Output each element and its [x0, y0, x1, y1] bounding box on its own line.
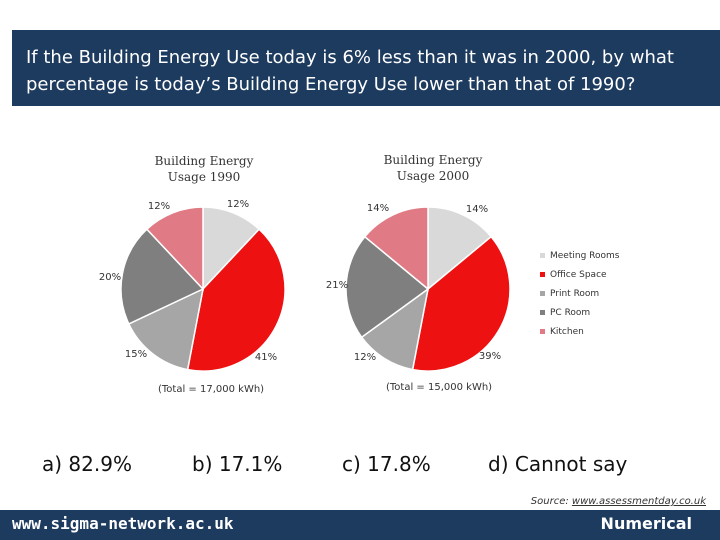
- legend-item-kitchen: Kitchen: [540, 322, 619, 341]
- pie-1990-label-kitchen: 12%: [148, 201, 170, 212]
- pie-2000-slice-print-room: [360, 287, 430, 371]
- pie-1990-slice-print-room: [127, 287, 205, 371]
- pie-1990-label-office-space: 41%: [255, 352, 277, 363]
- pie-2000-slice-kitchen: [363, 206, 429, 291]
- footer-topic: Numerical: [600, 514, 692, 533]
- chart-1990-title-line1: Building Energy: [154, 154, 254, 168]
- answer-option-d[interactable]: d) Cannot say: [488, 452, 628, 476]
- chart-2000-title-line1: Building Energy: [383, 153, 483, 167]
- legend-label: Print Room: [550, 288, 600, 299]
- question-line-1: If the Building Energy Use today is 6% l…: [26, 47, 674, 68]
- pie-1990-label-meeting-rooms: 12%: [227, 199, 249, 210]
- chart-2000-title: Building Energy Usage 2000: [363, 152, 503, 184]
- legend-swatch: [540, 253, 545, 258]
- pie-2000-label-kitchen: 14%: [367, 203, 389, 214]
- chart-1990-title: Building Energy Usage 1990: [134, 153, 274, 185]
- pie-2000-label-pc-room: 21%: [326, 280, 348, 291]
- answer-option-a[interactable]: a) 82.9%: [42, 452, 132, 476]
- footer-website[interactable]: www.sigma-network.ac.uk: [12, 514, 234, 533]
- legend-item-print-room: Print Room: [540, 284, 619, 303]
- legend-label: Meeting Rooms: [550, 250, 620, 261]
- footer-bar: www.sigma-network.ac.uk Numerical: [0, 510, 720, 540]
- chart-2000-title-line2: Usage 2000: [396, 169, 470, 183]
- chart-1990-total: (Total = 17,000 kWh): [158, 384, 265, 395]
- pie-2000-label-office-space: 39%: [479, 351, 501, 362]
- source-link[interactable]: www.assessmentday.co.uk: [571, 496, 706, 507]
- legend-item-pc-room: PC Room: [540, 303, 619, 322]
- pie-1990-slice-pc-room: [120, 228, 205, 325]
- legend-label: PC Room: [550, 307, 591, 318]
- source-prefix: Source:: [530, 496, 572, 507]
- source-credit: Source: www.assessmentday.co.uk: [531, 496, 706, 507]
- legend-swatch: [540, 329, 545, 334]
- pie-1990-slice-meeting-rooms: [202, 206, 261, 291]
- chart-1990-title-line2: Usage 1990: [167, 170, 241, 184]
- pie-1990-slice-kitchen: [145, 206, 204, 291]
- answer-option-c[interactable]: c) 17.8%: [342, 452, 431, 476]
- chart-legend: Meeting Rooms Office Space Print Room PC…: [540, 246, 619, 341]
- legend-label: Kitchen: [550, 326, 584, 337]
- question-banner: If the Building Energy Use today is 6% l…: [12, 30, 720, 106]
- legend-swatch: [540, 310, 545, 315]
- answer-option-b[interactable]: b) 17.1%: [192, 452, 283, 476]
- question-line-2: percentage is today’s Building Energy Us…: [26, 74, 636, 95]
- pie-2000-slice-meeting-rooms: [427, 206, 493, 291]
- legend-item-office-space: Office Space: [540, 265, 619, 284]
- pie-2000-label-meeting-rooms: 14%: [466, 204, 488, 215]
- pie-2000-slice-pc-room: [345, 235, 430, 339]
- pie-2000-slice-office-space: [411, 235, 511, 372]
- pie-2000-label-print-room: 12%: [354, 352, 376, 363]
- legend-swatch: [540, 272, 545, 277]
- legend-swatch: [540, 291, 545, 296]
- pie-1990-slice-office-space: [186, 228, 286, 372]
- chart-2000-total: (Total = 15,000 kWh): [386, 382, 493, 393]
- legend-label: Office Space: [550, 269, 607, 280]
- pie-1990-label-print-room: 15%: [125, 349, 147, 360]
- pie-1990-label-pc-room: 20%: [99, 272, 121, 283]
- legend-item-meeting-rooms: Meeting Rooms: [540, 246, 619, 265]
